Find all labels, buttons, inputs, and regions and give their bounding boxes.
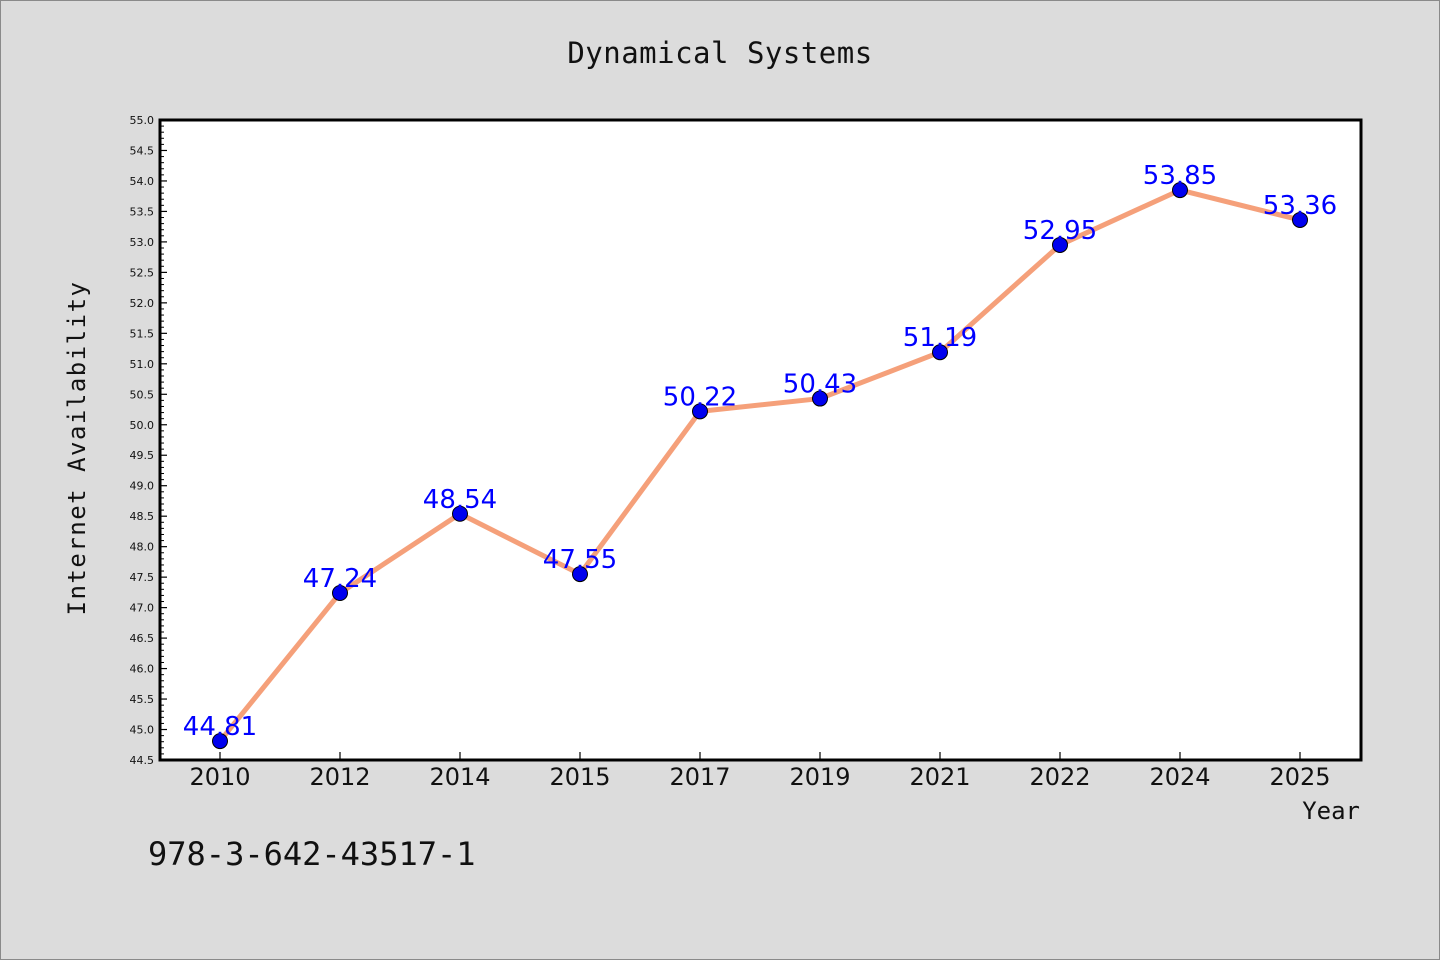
x-tick-label: 2010 <box>189 763 250 791</box>
x-tick-label: 2017 <box>669 763 730 791</box>
data-point <box>1172 182 1188 199</box>
data-point <box>812 390 828 407</box>
y-tick-label: 53.0 <box>130 236 155 249</box>
series-line-group <box>217 187 1303 744</box>
data-label: 47.24 <box>303 564 377 594</box>
data-label: 51.19 <box>903 323 977 353</box>
data-label: 47.55 <box>543 545 617 575</box>
y-tick-label: 51.0 <box>130 358 155 371</box>
chart-title: Dynamical Systems <box>567 36 872 70</box>
data-point <box>1052 236 1068 253</box>
y-tick-label: 46.0 <box>130 663 155 676</box>
data-point <box>692 403 708 420</box>
isbn-text: 978-3-642-43517-1 <box>148 835 476 873</box>
x-tick-label: 2012 <box>309 763 370 791</box>
data-label: 44.81 <box>183 712 257 742</box>
x-tick-label: 2021 <box>909 763 970 791</box>
data-label: 50.43 <box>783 370 857 400</box>
y-axis-ticks: 44.5 45.0 45.5 46.0 46.5 47.0 47.5 48.0 48.5 49.0… <box>130 114 167 767</box>
y-tick-label: 52.5 <box>130 266 155 279</box>
y-tick-label: 54.5 <box>130 144 155 157</box>
data-markers <box>212 182 1308 750</box>
x-tick-label: 2024 <box>1149 763 1210 791</box>
data-label: 48.54 <box>423 485 497 515</box>
y-tick-label: 49.0 <box>130 480 155 493</box>
y-tick-label: 47.5 <box>130 571 155 584</box>
y-tick-label: 49.5 <box>130 449 155 462</box>
data-point <box>452 505 468 522</box>
y-tick-label: 50.5 <box>130 388 155 401</box>
y-tick-label: 44.5 <box>130 754 155 767</box>
y-tick-label: 48.5 <box>130 510 155 523</box>
x-tick-label: 2022 <box>1029 763 1090 791</box>
x-tick-label: 2014 <box>429 763 490 791</box>
y-tick-label: 55.0 <box>130 114 155 127</box>
data-label: 50.22 <box>663 382 737 412</box>
y-axis-label: Internet Availability <box>63 281 91 616</box>
data-label: 53.85 <box>1143 161 1217 191</box>
x-axis-ticks: 2010 2012 2014 2015 2017 2019 2021 2022 2024 2025 <box>189 752 1331 791</box>
x-tick-label: 2019 <box>789 763 850 791</box>
data-point <box>1292 211 1308 228</box>
series-line <box>217 187 1303 744</box>
plot-area <box>160 120 1361 760</box>
y-tick-label: 54.0 <box>130 175 155 188</box>
data-point <box>212 733 228 750</box>
x-tick-label: 2025 <box>1269 763 1330 791</box>
x-tick-label: 2015 <box>549 763 610 791</box>
y-tick-label: 46.5 <box>130 632 155 645</box>
plot-border <box>158 118 1363 762</box>
y-tick-label: 47.0 <box>130 602 155 615</box>
data-labels: 44.81 47.24 48.54 47.55 50.22 50.43 51.19 52.95… <box>183 161 1337 742</box>
data-label: 52.95 <box>1023 216 1097 246</box>
y-tick-label: 52.0 <box>130 297 155 310</box>
y-tick-label: 50.0 <box>130 419 155 432</box>
x-axis-label: Year <box>1302 797 1360 825</box>
data-point <box>332 584 348 601</box>
y-tick-label: 45.5 <box>130 693 155 706</box>
y-tick-label: 48.0 <box>130 541 155 554</box>
data-point <box>572 566 588 583</box>
y-tick-label: 45.0 <box>130 724 155 737</box>
y-tick-label: 51.5 <box>130 327 155 340</box>
data-point <box>932 344 948 361</box>
y-tick-label: 53.5 <box>130 205 155 218</box>
data-label: 53.36 <box>1263 191 1337 221</box>
